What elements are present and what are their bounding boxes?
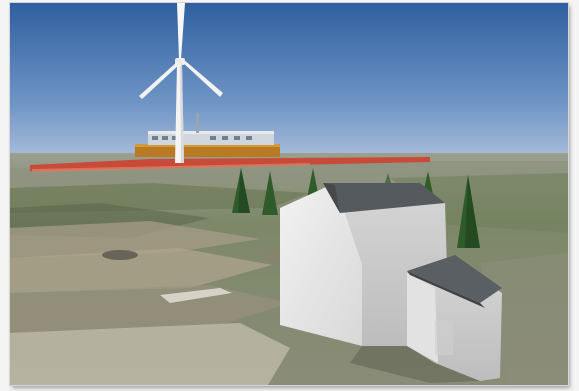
near-ground [10, 221, 568, 385]
house [280, 183, 502, 383]
3d-viewport[interactable] [10, 3, 568, 385]
red-strip [30, 157, 430, 172]
sky [10, 3, 568, 158]
scene-svg [10, 3, 568, 385]
wind-turbine [139, 3, 223, 163]
